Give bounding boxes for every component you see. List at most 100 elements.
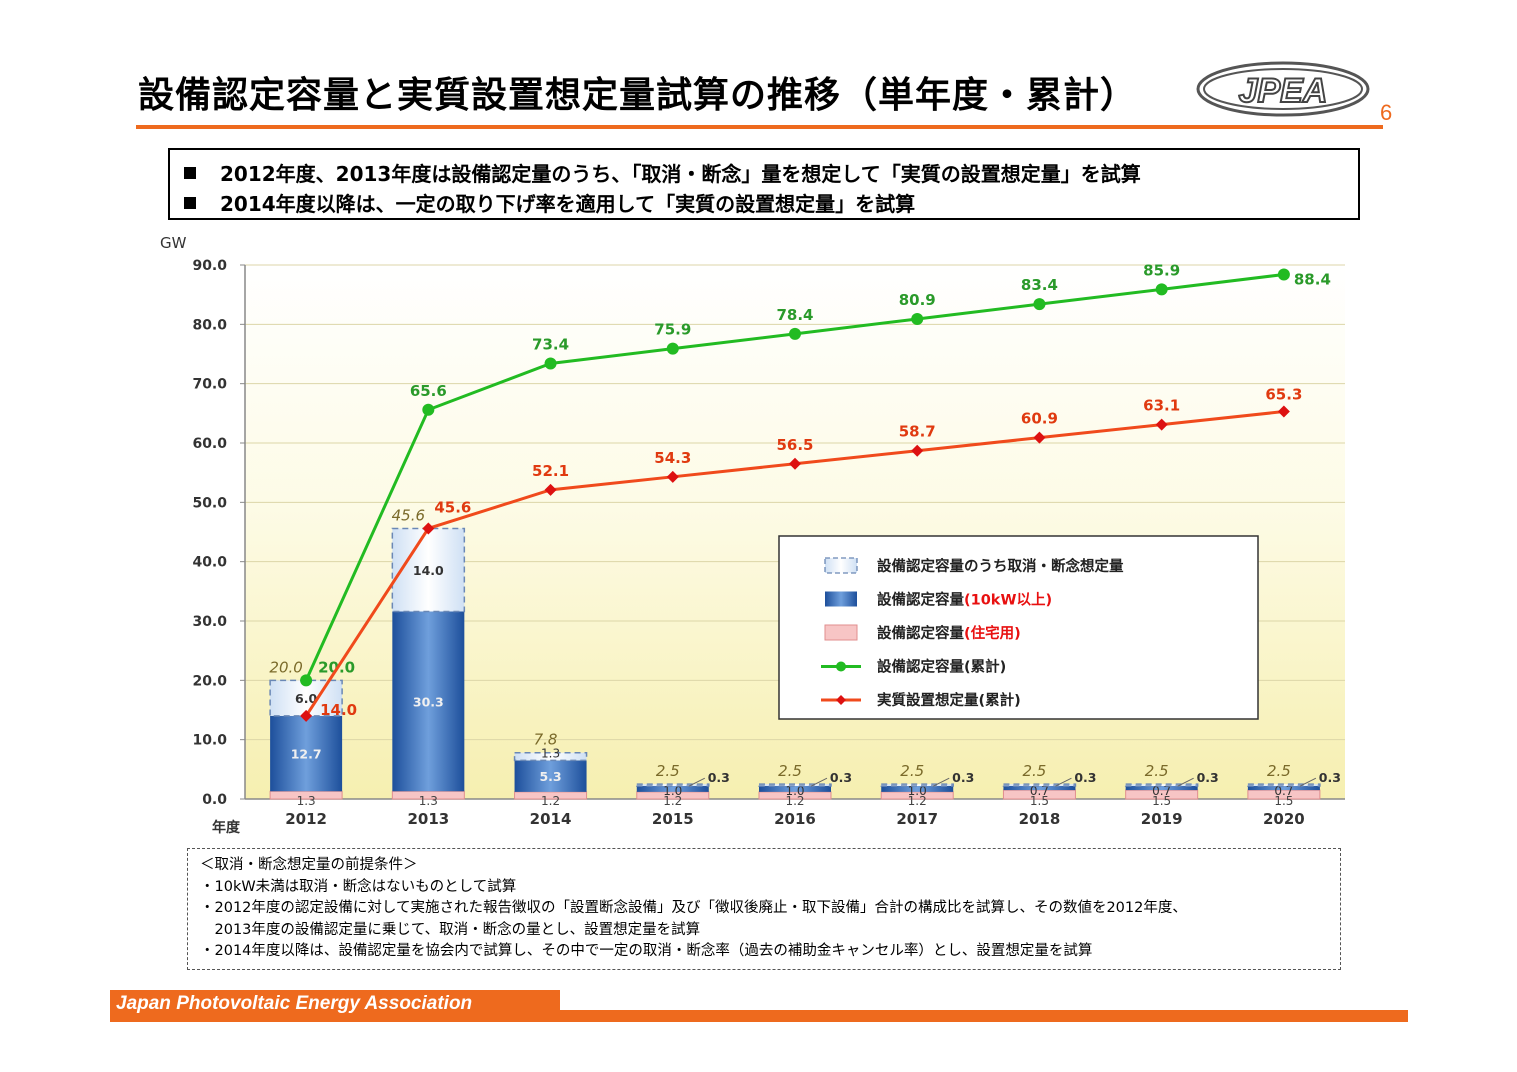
point-estimated-installed <box>911 444 924 457</box>
legend-swatch-green-marker <box>836 661 846 672</box>
bar-label-commercial: 1.0 <box>663 784 682 798</box>
point-estimated-installed <box>1033 431 1046 444</box>
bar-label-commercial: 0.7 <box>1274 784 1293 798</box>
bar-blue <box>881 785 954 792</box>
line-label-estimated-installed: 60.9 <box>1021 410 1058 428</box>
line-label-cumulative-certified: 75.9 <box>654 321 691 339</box>
bar-total-label: 2.5 <box>1145 762 1169 780</box>
legend-label-suffix: (住宅用) <box>964 624 1021 642</box>
legend-label: 設備認定容量(10kW以上) <box>877 591 1052 609</box>
jpea-logo: JPEA <box>1196 61 1370 117</box>
bar-label-residential: 1.5 <box>1152 794 1171 808</box>
conditions-box: ＜取消・断念想定量の前提条件＞ ・10kW未満は取消・断念はないものとして試算 … <box>187 848 1341 970</box>
title-rule <box>136 125 1383 129</box>
y-tick-label: 80.0 <box>192 317 227 333</box>
bar-label-cancel: 0.3 <box>952 770 974 785</box>
bar-blue <box>514 760 587 792</box>
y-tick-label: 20.0 <box>192 673 227 689</box>
bar-label-residential: 1.5 <box>1274 794 1293 808</box>
point-estimated-installed <box>789 457 801 470</box>
bar-cancel <box>1002 783 1077 787</box>
line-label-cumulative-certified: 85.9 <box>1143 261 1180 279</box>
bar-label-commercial: 0.7 <box>1152 784 1171 798</box>
bar-label-residential: 1.2 <box>785 794 804 808</box>
y-tick-label: 70.0 <box>192 377 227 393</box>
bar-label-leader <box>1055 777 1072 787</box>
point-cumulative-certified <box>544 357 557 370</box>
point-estimated-installed <box>666 470 679 483</box>
bar-cancel <box>880 783 954 787</box>
x-tick-label: 2016 <box>774 810 816 828</box>
bar-cancel <box>1124 783 1199 787</box>
bar-blue <box>1247 785 1320 791</box>
bar-label-residential: 1.5 <box>1030 794 1049 808</box>
bar-label-cancel: 0.3 <box>1074 770 1096 785</box>
bar-cancel <box>391 527 466 613</box>
x-tick-label: 2014 <box>530 810 572 828</box>
bar-label-commercial: 5.3 <box>539 769 561 784</box>
page-number: 6 <box>1380 100 1393 125</box>
bar-label-leader <box>688 777 706 787</box>
line-label-estimated-installed: 52.1 <box>532 462 569 480</box>
conditions-heading: ＜取消・断念想定量の前提条件＞ <box>200 857 418 873</box>
line-label-cumulative-certified: 83.4 <box>1021 276 1058 294</box>
point-cumulative-certified <box>666 342 679 355</box>
note-text-2: 2014年度以降は、一定の取り下げ率を適用して「実質の設置想定量」を試算 <box>220 192 916 216</box>
bar-label-commercial: 30.3 <box>413 694 444 709</box>
x-tick-label: 2019 <box>1141 810 1183 828</box>
bar-label-residential: 1.2 <box>908 794 927 808</box>
bar-label-leader <box>1299 777 1317 787</box>
note-line-2: 2014年度以降は、一定の取り下げ率を適用して「実質の設置想定量」を試算 <box>184 188 915 217</box>
x-tick-label: 2020 <box>1263 810 1305 828</box>
note-line-1: 2012年度、2013年度は設備認定量のうち、「取消・断念」量を想定して「実質の… <box>184 158 1141 187</box>
line-label-estimated-installed: 65.3 <box>1265 386 1302 404</box>
bar-label-residential: 1.3 <box>297 794 316 808</box>
y-tick-label: 0.0 <box>202 792 227 808</box>
legend-label: 設備認定容量(住宅用) <box>877 624 1021 642</box>
legend-label: 実質設置想定量(累計) <box>877 691 1021 709</box>
line-label-cumulative-certified: 73.4 <box>532 335 569 353</box>
x-tick-label: 2017 <box>896 810 938 828</box>
bar-label-commercial: 1.0 <box>785 784 804 798</box>
bar-label-cancel: 0.3 <box>830 770 852 785</box>
legend-swatch-cancel <box>824 557 858 574</box>
line-label-estimated-installed: 45.6 <box>434 498 471 516</box>
line-label-estimated-installed: 63.1 <box>1143 397 1180 415</box>
footer-tab <box>110 990 560 1022</box>
point-cumulative-certified <box>789 327 801 340</box>
point-cumulative-certified <box>422 403 435 416</box>
point-estimated-installed <box>300 709 313 722</box>
bar-label-cancel: 0.3 <box>1197 770 1219 785</box>
legend-label-suffix: (10kW以上) <box>964 592 1052 609</box>
legend-swatch-commercial <box>825 591 857 607</box>
bar-pink <box>269 790 343 800</box>
footer-organization: Japan Photovoltaic Energy Association <box>116 993 473 1014</box>
bar-blue <box>1125 785 1198 791</box>
bar-label-cancel: 1.3 <box>541 747 560 761</box>
x-tick-label: 2013 <box>407 810 449 828</box>
bar-blue <box>759 785 831 792</box>
x-axis-label: 年度 <box>212 819 241 836</box>
point-estimated-installed <box>544 483 557 496</box>
legend-label: 設備認定容量(累計) <box>877 658 1006 676</box>
point-estimated-installed <box>1155 418 1168 431</box>
line-label-estimated-installed: 58.7 <box>899 423 936 441</box>
bar-total-label: 2.5 <box>1023 762 1047 780</box>
bar-cancel <box>636 783 710 787</box>
point-estimated-installed <box>1277 405 1290 418</box>
bar-label-commercial: 0.7 <box>1030 784 1049 798</box>
legend-swatch-red-marker <box>836 695 846 705</box>
y-tick-label: 10.0 <box>192 733 227 749</box>
bar-label-commercial: 12.7 <box>291 747 322 762</box>
line-label-cumulative-certified: 80.9 <box>899 291 936 309</box>
logo-text: JPEA <box>1239 72 1328 110</box>
note-text-1: 2012年度、2013年度は設備認定量のうち、「取消・断念」量を想定して「実質の… <box>220 162 1141 186</box>
bar-total-label: 20.0 <box>269 658 302 676</box>
chart: 0.0 10.0 20.0 30.0 40.0 50.0 60.0 70.0 80.0 90.0 G… <box>160 234 1345 836</box>
bar-blue <box>270 715 343 792</box>
bar-blue <box>392 611 465 792</box>
y-tick-label: 30.0 <box>192 614 227 630</box>
bar-total-label: 7.8 <box>534 731 558 749</box>
line-label-estimated-installed: 56.5 <box>776 436 813 454</box>
page-title: 設備認定容量と実質設置想定量試算の推移（単年度・累計） <box>138 75 1138 116</box>
